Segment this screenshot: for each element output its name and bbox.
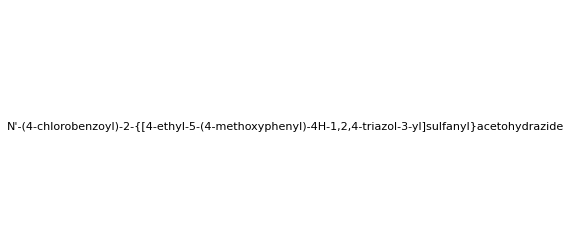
Text: N'-(4-chlorobenzoyl)-2-{[4-ethyl-5-(4-methoxyphenyl)-4H-1,2,4-triazol-3-yl]sulfa: N'-(4-chlorobenzoyl)-2-{[4-ethyl-5-(4-me… [6,121,564,131]
